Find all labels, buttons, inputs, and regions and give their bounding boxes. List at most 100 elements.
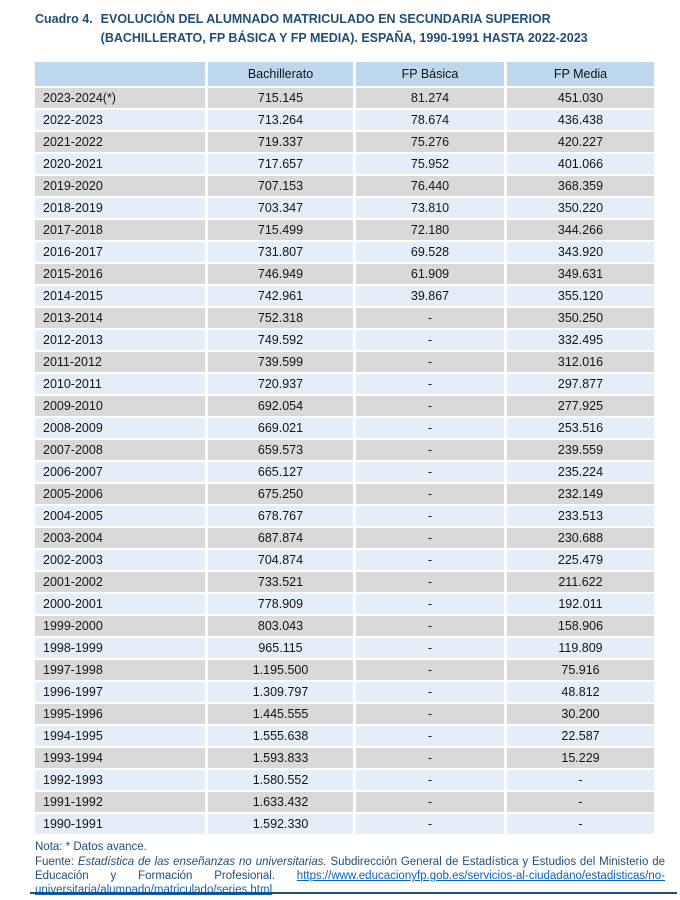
bachillerato-cell: 742.961 — [208, 286, 353, 306]
table-row: 2015-2016 746.949 61.909 349.631 — [35, 264, 655, 284]
fp-basica-cell: 61.909 — [356, 264, 504, 284]
table-row: 2017-2018 715.499 72.180 344.266 — [35, 220, 655, 240]
fp-media-cell: 343.920 — [507, 242, 654, 262]
year-cell: 2002-2003 — [35, 550, 205, 570]
year-cell: 1995-1996 — [35, 704, 205, 724]
fp-media-cell: 48.812 — [507, 682, 654, 702]
source-label: Fuente: — [35, 856, 74, 868]
fp-basica-cell: - — [356, 506, 504, 526]
fp-media-cell: 15.229 — [507, 748, 654, 768]
table-row: 2002-2003 704.874 - 225.479 — [35, 550, 655, 570]
bachillerato-cell: 713.264 — [208, 110, 353, 130]
table-row: 1992-1993 1.580.552 - - — [35, 770, 655, 790]
year-cell: 2012-2013 — [35, 330, 205, 350]
header-cell-bachillerato: Bachillerato — [208, 62, 353, 86]
fp-media-cell: 312.016 — [507, 352, 654, 372]
fp-media-cell: 349.631 — [507, 264, 654, 284]
year-cell: 2017-2018 — [35, 220, 205, 240]
fp-basica-cell: 39.867 — [356, 286, 504, 306]
fp-basica-cell: 72.180 — [356, 220, 504, 240]
bachillerato-cell: 715.145 — [208, 88, 353, 108]
bachillerato-cell: 749.592 — [208, 330, 353, 350]
source-publication: Estadística de las enseñanzas no univers… — [77, 856, 327, 868]
year-cell: 2021-2022 — [35, 132, 205, 152]
fp-media-cell: 253.516 — [507, 418, 654, 438]
table-row: 2011-2012 739.599 - 312.016 — [35, 352, 655, 372]
bachillerato-cell: 1.195.500 — [208, 660, 353, 680]
fp-media-cell: 235.224 — [507, 462, 654, 482]
year-cell: 2016-2017 — [35, 242, 205, 262]
bachillerato-cell: 803.043 — [208, 616, 353, 636]
bachillerato-cell: 778.909 — [208, 594, 353, 614]
fp-basica-cell: - — [356, 704, 504, 724]
table-row: 1995-1996 1.445.555 - 30.200 — [35, 704, 655, 724]
header-cell-year — [35, 62, 205, 86]
fp-media-cell: 368.359 — [507, 176, 654, 196]
fp-media-cell: 451.030 — [507, 88, 654, 108]
fp-media-cell: 350.220 — [507, 198, 654, 218]
fp-media-cell: 230.688 — [507, 528, 654, 548]
year-cell: 2001-2002 — [35, 572, 205, 592]
year-cell: 1990-1991 — [35, 814, 205, 834]
table-caption-label: Cuadro 4. — [35, 12, 93, 26]
year-cell: 1994-1995 — [35, 726, 205, 746]
bachillerato-cell: 965.115 — [208, 638, 353, 658]
fp-basica-cell: - — [356, 418, 504, 438]
table-row: 2003-2004 687.874 - 230.688 — [35, 528, 655, 548]
bachillerato-cell: 752.318 — [208, 308, 353, 328]
table-row: 1990-1991 1.592.330 - - — [35, 814, 655, 834]
table-title: Cuadro 4. EVOLUCIÓN DEL ALUMNADO MATRICU… — [35, 10, 660, 48]
fp-basica-cell: - — [356, 748, 504, 768]
table-row: 2009-2010 692.054 - 277.925 — [35, 396, 655, 416]
fp-basica-cell: - — [356, 770, 504, 790]
bachillerato-cell: 733.521 — [208, 572, 353, 592]
fp-basica-cell: - — [356, 682, 504, 702]
year-cell: 2004-2005 — [35, 506, 205, 526]
title-line-2: (BACHILLERATO, FP BÁSICA Y FP MEDIA). ES… — [100, 30, 588, 45]
year-cell: 2015-2016 — [35, 264, 205, 284]
bachillerato-cell: 1.445.555 — [208, 704, 353, 724]
table-row: 2016-2017 731.807 69.528 343.920 — [35, 242, 655, 262]
fp-media-cell: 30.200 — [507, 704, 654, 724]
bachillerato-cell: 719.337 — [208, 132, 353, 152]
table-row: 2022-2023 713.264 78.674 436.438 — [35, 110, 655, 130]
fp-basica-cell: - — [356, 814, 504, 834]
fp-basica-cell: 78.674 — [356, 110, 504, 130]
bachillerato-cell: 687.874 — [208, 528, 353, 548]
fp-media-cell: 232.149 — [507, 484, 654, 504]
fp-basica-cell: - — [356, 528, 504, 548]
fp-media-cell: 75.916 — [507, 660, 654, 680]
table-header-row: Bachillerato FP Básica FP Media — [35, 62, 655, 86]
bachillerato-cell: 1.593.833 — [208, 748, 353, 768]
year-cell: 1999-2000 — [35, 616, 205, 636]
table-row: 2000-2001 778.909 - 192.011 — [35, 594, 655, 614]
bachillerato-cell: 692.054 — [208, 396, 353, 416]
year-cell: 2013-2014 — [35, 308, 205, 328]
bachillerato-cell: 715.499 — [208, 220, 353, 240]
year-cell: 2023-2024(*) — [35, 88, 205, 108]
fp-media-cell: 277.925 — [507, 396, 654, 416]
fp-media-cell: 158.906 — [507, 616, 654, 636]
year-cell: 2003-2004 — [35, 528, 205, 548]
fp-basica-cell: - — [356, 352, 504, 372]
year-cell: 2010-2011 — [35, 374, 205, 394]
fp-basica-cell: - — [356, 792, 504, 812]
year-cell: 2009-2010 — [35, 396, 205, 416]
bachillerato-cell: 720.937 — [208, 374, 353, 394]
bachillerato-cell: 669.021 — [208, 418, 353, 438]
table-row: 1996-1997 1.309.797 - 48.812 — [35, 682, 655, 702]
year-cell: 1998-1999 — [35, 638, 205, 658]
year-cell: 2019-2020 — [35, 176, 205, 196]
fp-media-cell: 355.120 — [507, 286, 654, 306]
fp-media-cell: 211.622 — [507, 572, 654, 592]
year-cell: 2014-2015 — [35, 286, 205, 306]
fp-basica-cell: - — [356, 330, 504, 350]
year-cell: 1996-1997 — [35, 682, 205, 702]
fp-media-cell: 420.227 — [507, 132, 654, 152]
table-row: 1993-1994 1.593.833 - 15.229 — [35, 748, 655, 768]
fp-basica-cell: - — [356, 374, 504, 394]
fp-basica-cell: - — [356, 638, 504, 658]
bachillerato-cell: 731.807 — [208, 242, 353, 262]
bachillerato-cell: 1.580.552 — [208, 770, 353, 790]
